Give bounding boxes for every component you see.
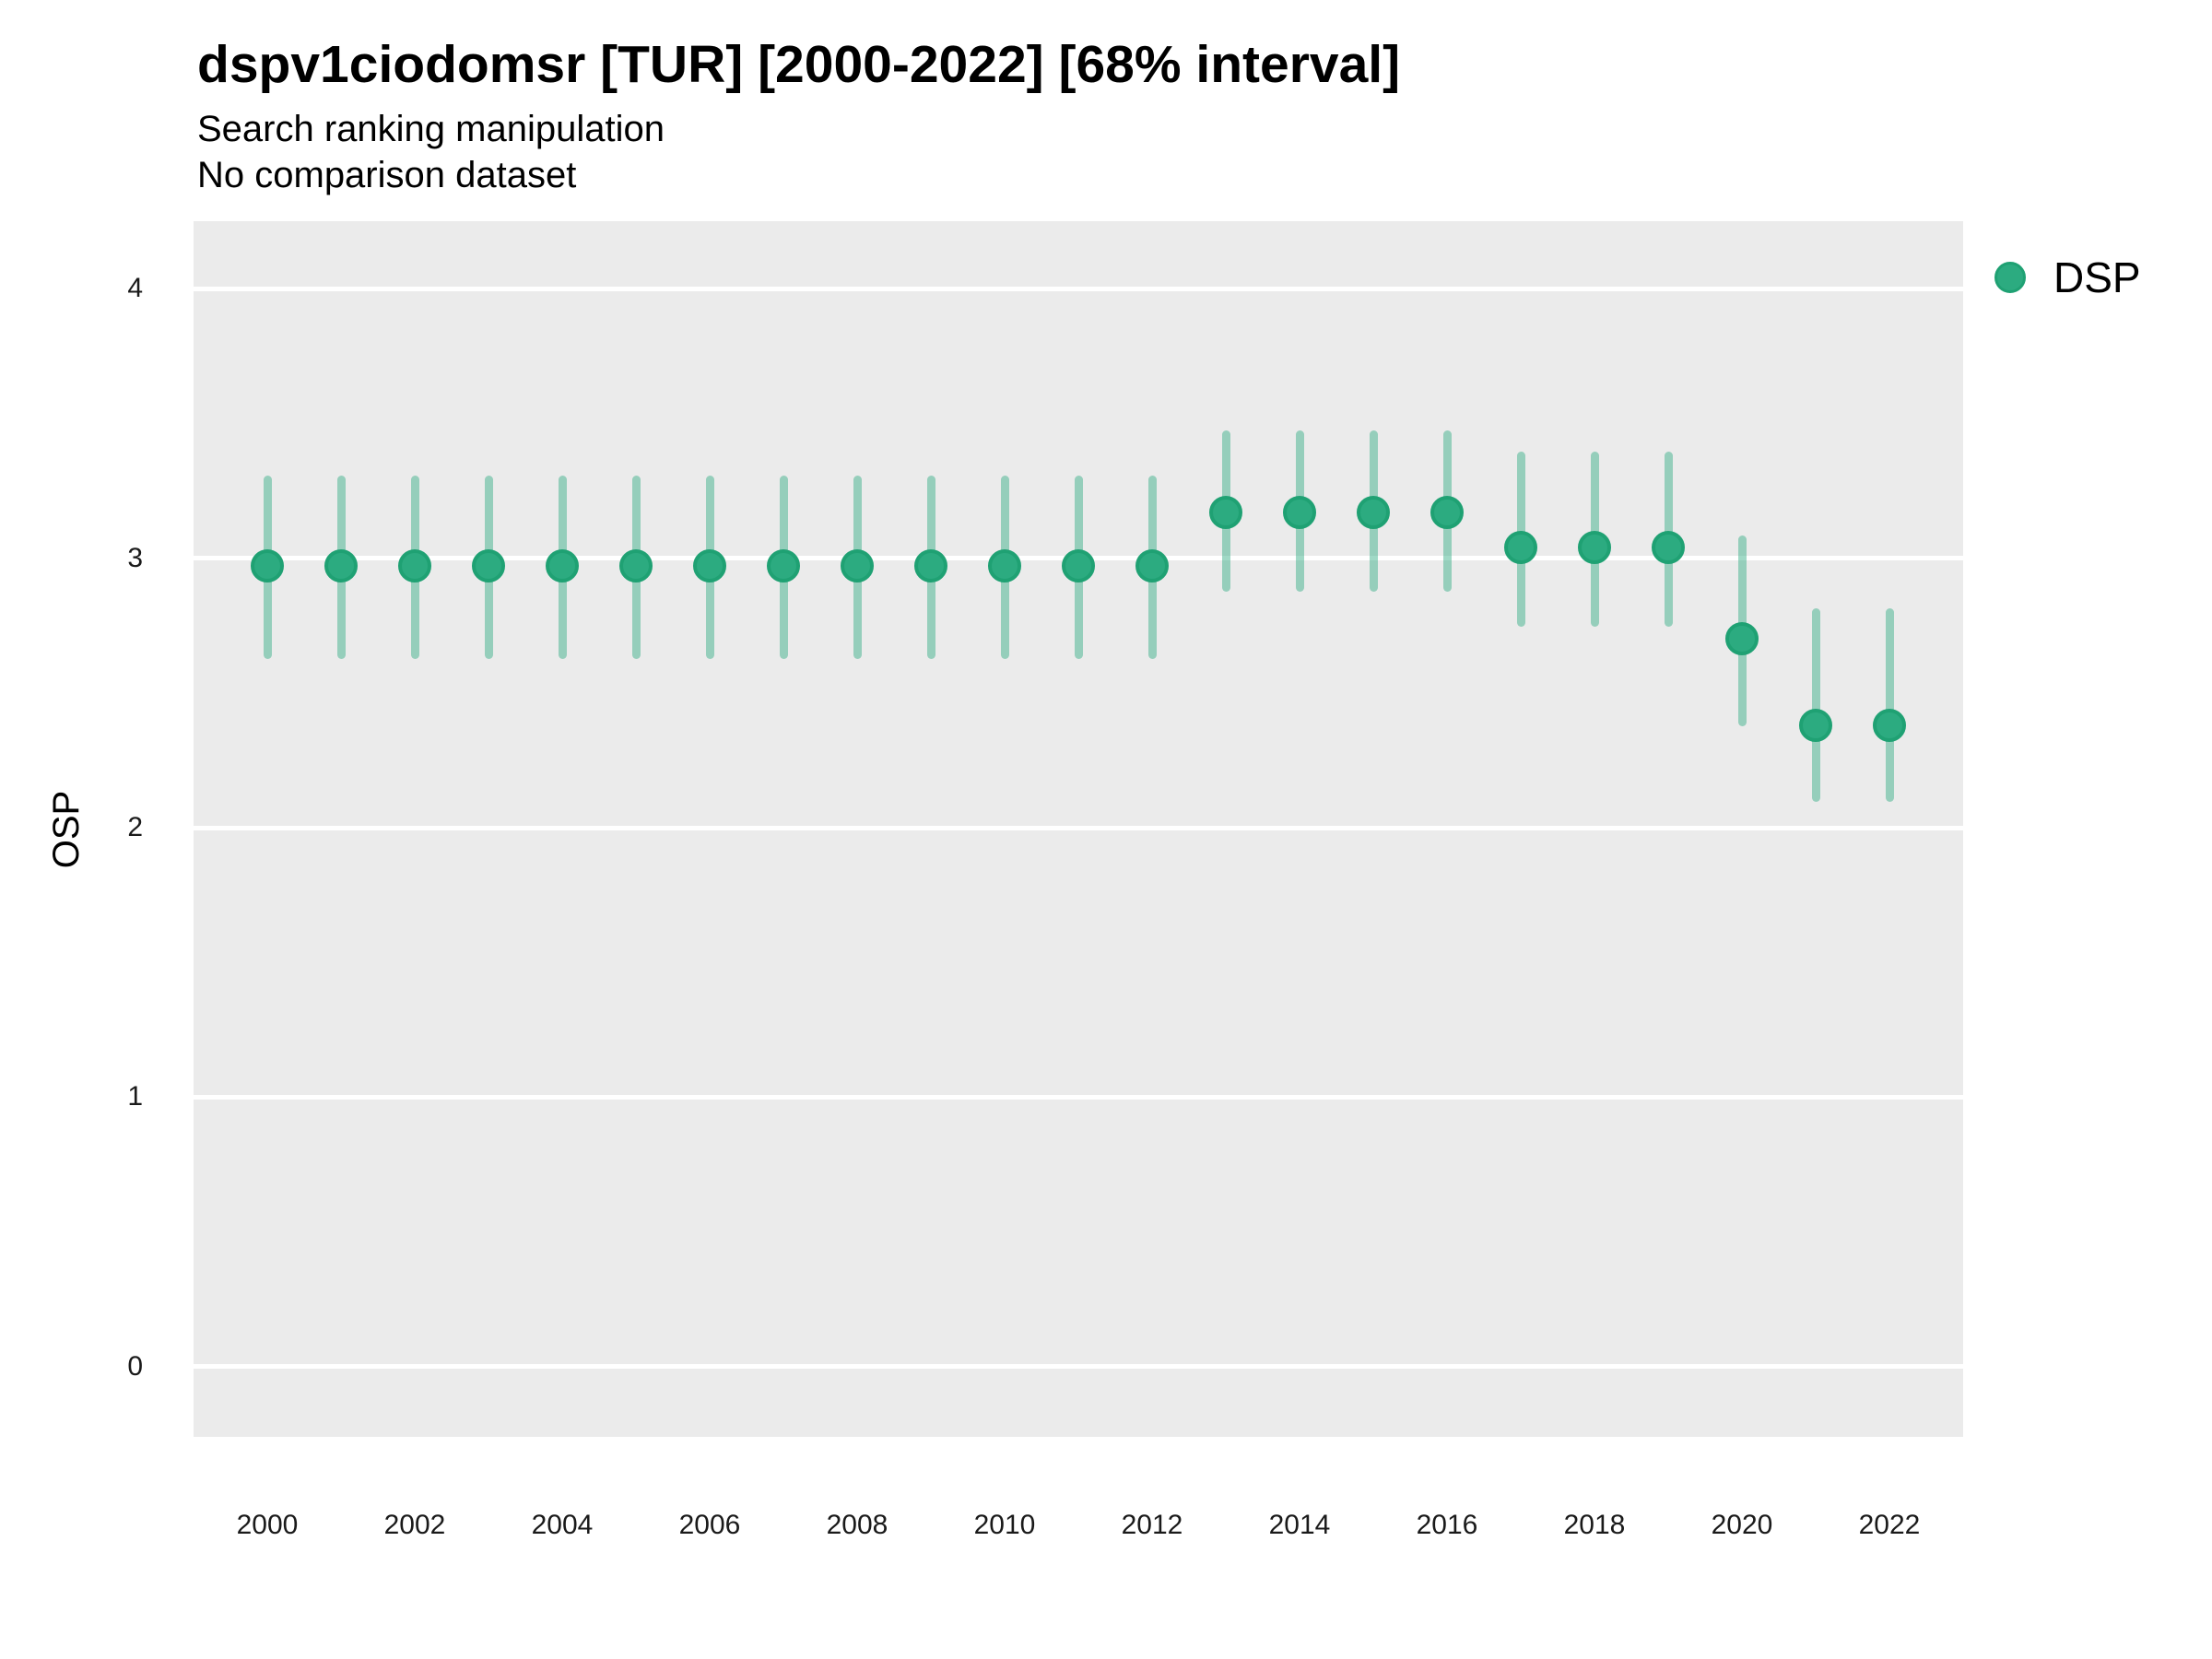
x-tick-label-2006: 2006 (678, 1510, 741, 1540)
gridline-y-4 (194, 286, 1963, 291)
data-point-2011 (1062, 549, 1095, 583)
data-point-2021 (1799, 708, 1832, 742)
gridline-y-1 (194, 1094, 1963, 1100)
data-point-2012 (1135, 549, 1169, 583)
y-tick-label-1: 1 (127, 1081, 143, 1112)
data-point-2014 (1283, 495, 1316, 529)
data-point-2015 (1357, 495, 1390, 529)
data-point-2002 (398, 549, 431, 583)
chart-title: dspv1ciodomsr [TUR] [2000-2022] [68% int… (197, 35, 1401, 94)
y-tick-label-0: 0 (127, 1350, 143, 1382)
data-point-2001 (324, 549, 358, 583)
y-tick-label-4: 4 (127, 273, 143, 304)
data-point-2016 (1430, 495, 1464, 529)
x-tick-label-2016: 2016 (1416, 1510, 1478, 1540)
chart-subtitle-line1: Search ranking manipulation (197, 109, 665, 149)
data-point-2019 (1652, 530, 1685, 564)
x-tick-label-2010: 2010 (973, 1510, 1036, 1540)
x-tick-label-2020: 2020 (1711, 1510, 1773, 1540)
data-point-2022 (1873, 708, 1906, 742)
chart-subtitle-line2: No comparison dataset (197, 155, 577, 195)
data-point-2009 (914, 549, 947, 583)
data-point-2018 (1578, 530, 1611, 564)
interval-bar-2022 (1885, 607, 1894, 803)
gridline-y-2 (194, 825, 1963, 830)
x-tick-label-2002: 2002 (383, 1510, 446, 1540)
data-point-2006 (693, 549, 726, 583)
x-tick-label-2008: 2008 (826, 1510, 888, 1540)
plot-panel (194, 221, 1963, 1437)
interval-bar-2021 (1811, 607, 1820, 803)
y-tick-label-3: 3 (127, 542, 143, 573)
x-tick-label-2004: 2004 (531, 1510, 594, 1540)
data-point-2017 (1504, 530, 1537, 564)
x-tick-label-2014: 2014 (1268, 1510, 1331, 1540)
data-point-2013 (1209, 495, 1242, 529)
x-tick-label-2012: 2012 (1121, 1510, 1183, 1540)
data-point-2004 (546, 549, 579, 583)
data-point-2005 (619, 549, 653, 583)
gridline-y-0 (194, 1364, 1963, 1370)
data-point-2000 (251, 549, 284, 583)
data-point-2003 (472, 549, 505, 583)
x-tick-label-2022: 2022 (1858, 1510, 1921, 1540)
data-point-2020 (1725, 622, 1759, 656)
legend-marker-dsp-icon (1994, 262, 2026, 293)
data-point-2010 (988, 549, 1021, 583)
data-point-2007 (767, 549, 800, 583)
data-point-2008 (841, 549, 874, 583)
y-tick-label-2: 2 (127, 812, 143, 843)
x-tick-label-2000: 2000 (236, 1510, 299, 1540)
legend-label-dsp: DSP (2053, 253, 2141, 301)
x-tick-label-2018: 2018 (1563, 1510, 1626, 1540)
